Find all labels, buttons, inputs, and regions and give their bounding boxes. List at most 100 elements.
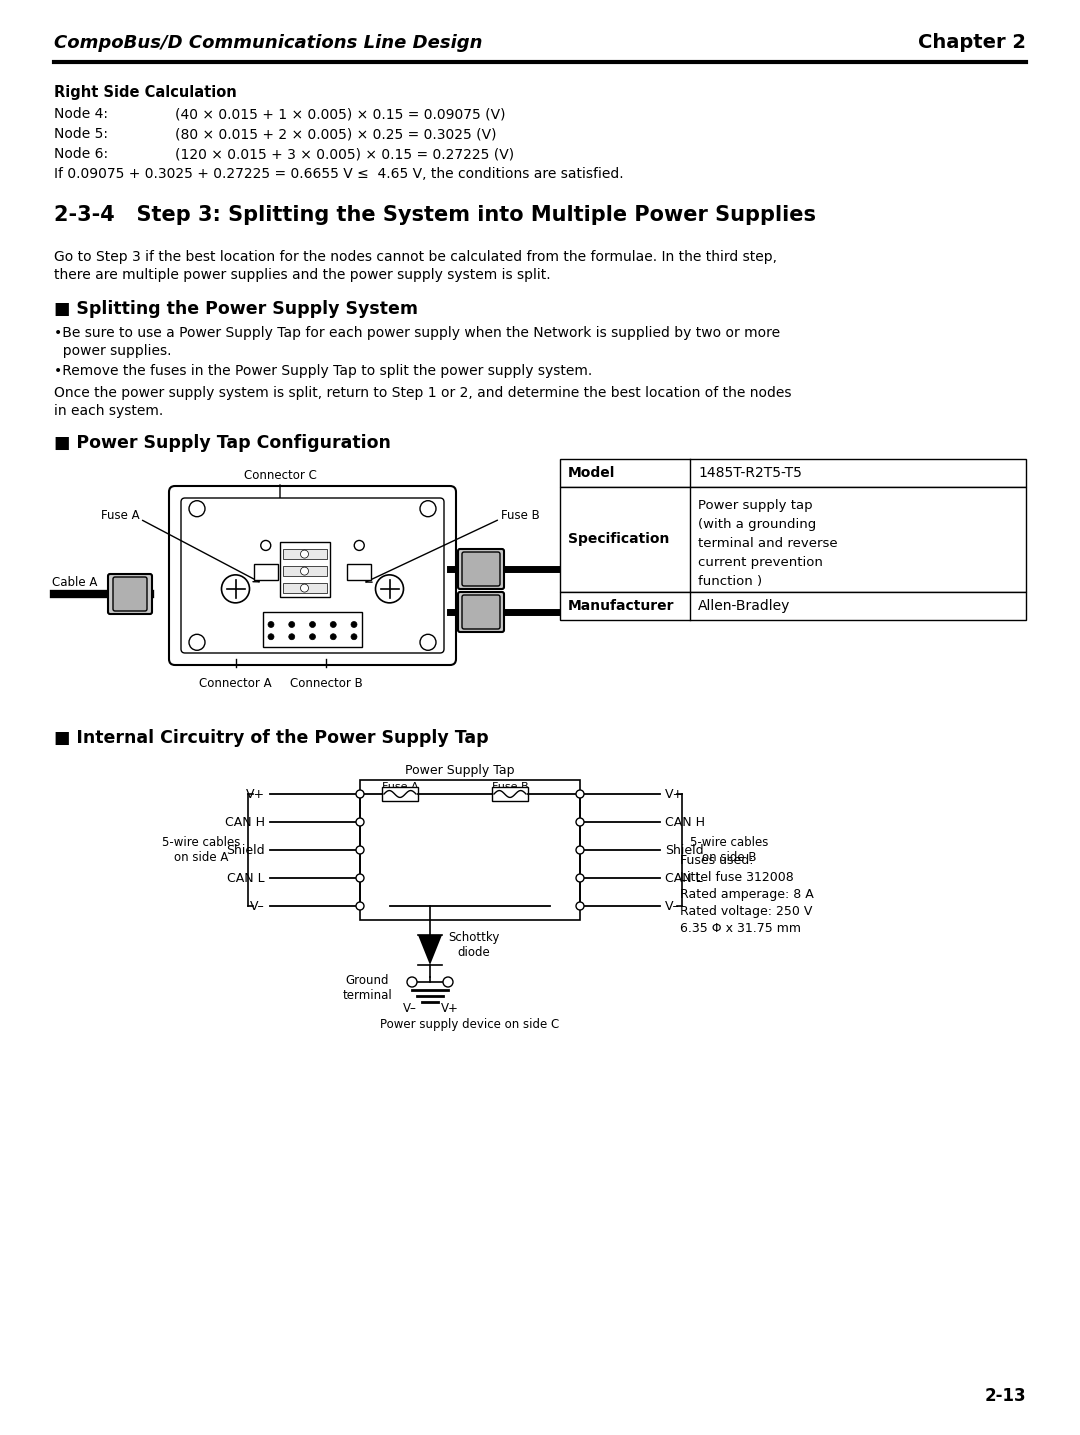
Bar: [254, 564, 278, 580]
Text: ■ Power Supply Tap Configuration: ■ Power Supply Tap Configuration: [54, 433, 391, 452]
Circle shape: [356, 818, 364, 827]
Bar: [283, 583, 326, 593]
Text: Power supply cable: Power supply cable: [565, 563, 679, 575]
Text: current prevention: current prevention: [698, 555, 823, 570]
Text: 1485T-R2T5-T5: 1485T-R2T5-T5: [698, 466, 801, 479]
Circle shape: [189, 634, 205, 650]
Text: Cable B: Cable B: [565, 611, 610, 624]
Text: (40 × 0.015 + 1 × 0.005) × 0.15 = 0.09075 (V): (40 × 0.015 + 1 × 0.005) × 0.15 = 0.0907…: [175, 108, 505, 121]
FancyBboxPatch shape: [458, 550, 504, 588]
Text: ■ Splitting the Power Supply System: ■ Splitting the Power Supply System: [54, 300, 418, 319]
Circle shape: [356, 791, 364, 798]
Circle shape: [576, 791, 584, 798]
Circle shape: [356, 874, 364, 883]
Text: Fuse A: Fuse A: [100, 509, 139, 522]
Circle shape: [351, 621, 357, 627]
Circle shape: [221, 575, 249, 603]
Circle shape: [288, 634, 295, 640]
Polygon shape: [418, 936, 442, 964]
Text: function ): function ): [698, 575, 762, 588]
FancyBboxPatch shape: [462, 596, 500, 629]
Circle shape: [288, 621, 295, 627]
FancyBboxPatch shape: [458, 593, 504, 631]
Text: CAN H: CAN H: [665, 815, 705, 828]
Text: V+: V+: [665, 788, 684, 801]
Text: 2-3-4   Step 3: Splitting the System into Multiple Power Supplies: 2-3-4 Step 3: Splitting the System into …: [54, 205, 816, 225]
Circle shape: [260, 541, 271, 551]
Text: terminal and reverse: terminal and reverse: [698, 537, 838, 550]
Text: Once the power supply system is split, return to Step 1 or 2, and determine the : Once the power supply system is split, r…: [54, 386, 792, 400]
Text: Go to Step 3 if the best location for the nodes cannot be calculated from the fo: Go to Step 3 if the best location for th…: [54, 250, 777, 264]
Text: (80 × 0.015 + 2 × 0.005) × 0.25 = 0.3025 (V): (80 × 0.015 + 2 × 0.005) × 0.25 = 0.3025…: [175, 128, 497, 141]
Bar: [561, 593, 1026, 620]
Text: 5-wire cables
on side B: 5-wire cables on side B: [690, 837, 768, 864]
Circle shape: [310, 634, 315, 640]
FancyBboxPatch shape: [181, 498, 444, 653]
Text: •Remove the fuses in the Power Supply Tap to split the power supply system.: •Remove the fuses in the Power Supply Ta…: [54, 364, 592, 377]
Text: Cable A: Cable A: [52, 575, 97, 588]
FancyBboxPatch shape: [113, 577, 147, 611]
Text: If 0.09075 + 0.3025 + 0.27225 = 0.6655 V ≤  4.65 V, the conditions are satisfied: If 0.09075 + 0.3025 + 0.27225 = 0.6655 V…: [54, 166, 623, 181]
Circle shape: [354, 541, 364, 551]
Bar: [283, 550, 326, 560]
FancyBboxPatch shape: [108, 574, 152, 614]
Circle shape: [356, 847, 364, 854]
Text: power supplies.: power supplies.: [54, 344, 172, 357]
Circle shape: [356, 903, 364, 910]
Text: Node 4:: Node 4:: [54, 108, 108, 121]
Text: (with a grounding: (with a grounding: [698, 518, 816, 531]
Circle shape: [268, 621, 274, 627]
Text: Fuses used:: Fuses used:: [680, 854, 754, 867]
Circle shape: [189, 501, 205, 517]
Text: •Be sure to use a Power Supply Tap for each power supply when the Network is sup: •Be sure to use a Power Supply Tap for e…: [54, 326, 780, 340]
Text: Node 6:: Node 6:: [54, 146, 108, 161]
Text: CAN L: CAN L: [665, 871, 703, 884]
Circle shape: [351, 634, 357, 640]
Text: 6.35 Φ x 31.75 mm: 6.35 Φ x 31.75 mm: [680, 923, 801, 936]
Text: V–: V–: [251, 900, 265, 913]
Bar: [492, 786, 528, 801]
Bar: [382, 786, 418, 801]
Text: Shield: Shield: [665, 844, 704, 857]
Text: Power supply device on side C: Power supply device on side C: [380, 1017, 559, 1030]
Bar: [283, 565, 326, 575]
Circle shape: [330, 634, 336, 640]
Text: 2-13: 2-13: [984, 1388, 1026, 1405]
Circle shape: [576, 847, 584, 854]
Bar: [561, 459, 1026, 486]
Text: ■ Internal Circuitry of the Power Supply Tap: ■ Internal Circuitry of the Power Supply…: [54, 729, 488, 748]
Bar: [348, 564, 372, 580]
Text: Fuse A: Fuse A: [381, 782, 418, 792]
Text: Rated voltage: 250 V: Rated voltage: 250 V: [680, 905, 812, 918]
Text: there are multiple power supplies and the power supply system is split.: there are multiple power supplies and th…: [54, 268, 551, 283]
Text: Shield: Shield: [227, 844, 265, 857]
Circle shape: [300, 567, 309, 575]
Text: Model: Model: [568, 466, 616, 479]
Circle shape: [576, 903, 584, 910]
Text: Manufacturer: Manufacturer: [568, 598, 675, 613]
Text: Specification: Specification: [568, 532, 670, 547]
Text: CompoBus/D Communications Line Design: CompoBus/D Communications Line Design: [54, 34, 483, 52]
Text: Connector C: Connector C: [244, 469, 316, 482]
Text: Rated amperage: 8 A: Rated amperage: 8 A: [680, 888, 813, 901]
Text: Right Side Calculation: Right Side Calculation: [54, 85, 237, 100]
Text: CAN H: CAN H: [225, 815, 265, 828]
Text: V+: V+: [441, 1002, 459, 1015]
Circle shape: [300, 550, 309, 558]
Text: Connector A: Connector A: [199, 677, 272, 690]
Text: Littel fuse 312008: Littel fuse 312008: [680, 871, 794, 884]
Text: (120 × 0.015 + 3 × 0.005) × 0.15 = 0.27225 (V): (120 × 0.015 + 3 × 0.005) × 0.15 = 0.272…: [175, 146, 514, 161]
Text: V–: V–: [403, 1002, 417, 1015]
Circle shape: [310, 621, 315, 627]
FancyBboxPatch shape: [168, 486, 456, 664]
Text: Schottky
diode: Schottky diode: [448, 931, 499, 959]
Text: Power supply tap: Power supply tap: [698, 499, 812, 512]
Circle shape: [300, 584, 309, 593]
Text: CAN L: CAN L: [228, 871, 265, 884]
Circle shape: [576, 874, 584, 883]
Circle shape: [443, 977, 453, 987]
Text: Power Supply Tap: Power Supply Tap: [405, 763, 515, 776]
Circle shape: [376, 575, 404, 603]
FancyBboxPatch shape: [462, 552, 500, 585]
Bar: [264, 613, 362, 647]
